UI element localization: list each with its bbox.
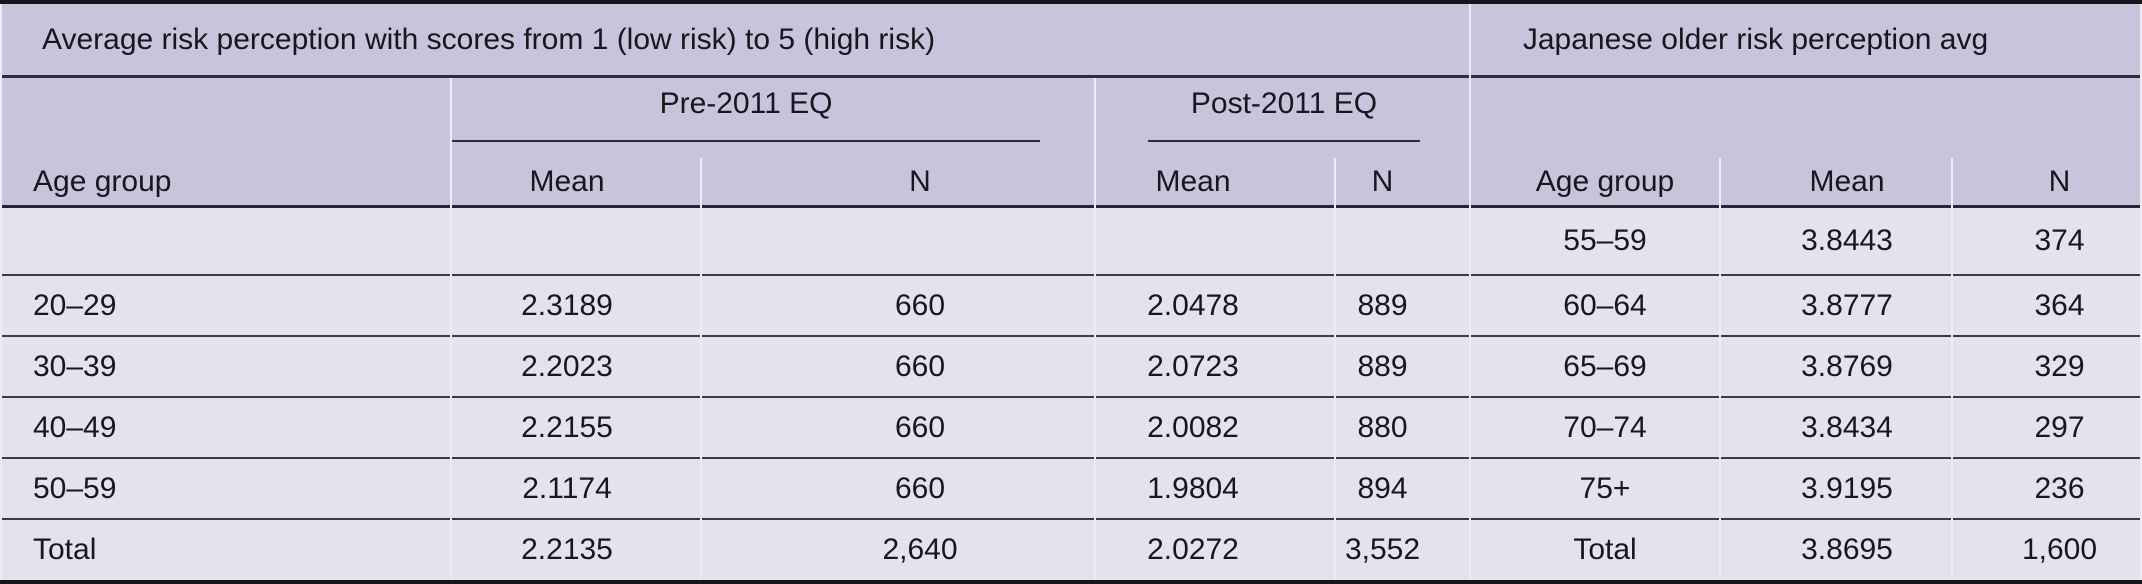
cell-jp-n: 329 xyxy=(1953,337,2140,398)
title-row: Average risk perception with scores from… xyxy=(2,4,2140,78)
cell-age-group xyxy=(2,208,450,276)
cell-pre-mean: 2.1174 xyxy=(452,459,700,520)
cell-jp-age-group: 70–74 xyxy=(1471,398,1719,459)
cell-jp-age-group-total: Total xyxy=(1471,520,1719,580)
post-2011-label: Post-2011 EQ xyxy=(1148,86,1420,142)
right-table-title: Japanese older risk perception avg xyxy=(1471,4,2140,78)
table-row: 20–29 2.3189 660 2.0478 889 60–64 3.8777… xyxy=(2,276,2140,337)
cell-post-n: 889 xyxy=(1336,337,1469,398)
left-table-title: Average risk perception with scores from… xyxy=(2,4,1469,78)
cell-jp-age-group: 65–69 xyxy=(1471,337,1719,398)
cell-jp-mean: 3.8443 xyxy=(1721,208,1951,276)
col-header-jp-mean: Mean xyxy=(1721,158,1951,208)
cell-post-n xyxy=(1336,208,1469,276)
cell-age-group-total: Total xyxy=(2,520,450,580)
col-header-age-group-left: Age group xyxy=(2,158,450,208)
cell-post-mean: 1.9804 xyxy=(1096,459,1334,520)
cell-post-mean: 2.0082 xyxy=(1096,398,1334,459)
cell-pre-n: 660 xyxy=(702,398,1094,459)
cell-pre-n: 660 xyxy=(702,276,1094,337)
cell-jp-age-group: 60–64 xyxy=(1471,276,1719,337)
cell-post-mean: 2.0478 xyxy=(1096,276,1334,337)
total-row: Total 2.2135 2,640 2.0272 3,552 Total 3.… xyxy=(2,520,2140,580)
cell-age-group: 40–49 xyxy=(2,398,450,459)
col-header-age-group-right: Age group xyxy=(1471,158,1719,208)
spanner-spacer xyxy=(2,78,450,158)
cell-jp-n: 364 xyxy=(1953,276,2140,337)
cell-pre-mean xyxy=(452,208,700,276)
cell-jp-mean: 3.9195 xyxy=(1721,459,1951,520)
cell-age-group: 20–29 xyxy=(2,276,450,337)
cell-post-n: 894 xyxy=(1336,459,1469,520)
post-2011-spanner: Post-2011 EQ xyxy=(1096,78,1469,158)
cell-post-mean: 2.0723 xyxy=(1096,337,1334,398)
spanner-row: Pre-2011 EQ Post-2011 EQ xyxy=(2,78,2140,158)
spanner-spacer-right xyxy=(1471,78,2140,158)
cell-post-n: 880 xyxy=(1336,398,1469,459)
cell-jp-n: 1,600 xyxy=(1953,520,2140,580)
col-header-pre-n: N xyxy=(702,158,1094,208)
cell-post-mean xyxy=(1096,208,1334,276)
cell-pre-mean: 2.2135 xyxy=(452,520,700,580)
pre-2011-label: Pre-2011 EQ xyxy=(452,86,1040,142)
col-header-post-mean: Mean xyxy=(1096,158,1334,208)
pre-2011-spanner: Pre-2011 EQ xyxy=(452,78,1094,158)
cell-jp-n: 374 xyxy=(1953,208,2140,276)
cell-pre-n: 2,640 xyxy=(702,520,1094,580)
table-row: 30–39 2.2023 660 2.0723 889 65–69 3.8769… xyxy=(2,337,2140,398)
cell-pre-mean: 2.3189 xyxy=(452,276,700,337)
cell-post-n: 889 xyxy=(1336,276,1469,337)
cell-pre-mean: 2.2155 xyxy=(452,398,700,459)
column-header-row: Age group Mean N Mean N Age group Mean N xyxy=(2,158,2140,208)
cell-post-n: 3,552 xyxy=(1336,520,1469,580)
table-row: 40–49 2.2155 660 2.0082 880 70–74 3.8434… xyxy=(2,398,2140,459)
cell-jp-mean: 3.8434 xyxy=(1721,398,1951,459)
cell-pre-n: 660 xyxy=(702,337,1094,398)
cell-jp-n: 236 xyxy=(1953,459,2140,520)
cell-jp-mean: 3.8695 xyxy=(1721,520,1951,580)
col-header-pre-mean: Mean xyxy=(452,158,700,208)
col-header-post-n: N xyxy=(1336,158,1469,208)
cell-jp-mean: 3.8777 xyxy=(1721,276,1951,337)
cell-jp-age-group: 75+ xyxy=(1471,459,1719,520)
cell-post-mean: 2.0272 xyxy=(1096,520,1334,580)
cell-pre-n: 660 xyxy=(702,459,1094,520)
table-row: 55–59 3.8443 374 xyxy=(2,208,2140,276)
table-header: Average risk perception with scores from… xyxy=(2,4,2140,208)
cell-age-group: 30–39 xyxy=(2,337,450,398)
cell-pre-mean: 2.2023 xyxy=(452,337,700,398)
cell-jp-n: 297 xyxy=(1953,398,2140,459)
table-row: 50–59 2.1174 660 1.9804 894 75+ 3.9195 2… xyxy=(2,459,2140,520)
table-body: 55–59 3.8443 374 20–29 2.3189 660 2.0478… xyxy=(2,208,2140,580)
cell-age-group: 50–59 xyxy=(2,459,450,520)
cell-jp-mean: 3.8769 xyxy=(1721,337,1951,398)
cell-jp-age-group: 55–59 xyxy=(1471,208,1719,276)
col-header-jp-n: N xyxy=(1953,158,2140,208)
cell-pre-n xyxy=(702,208,1094,276)
